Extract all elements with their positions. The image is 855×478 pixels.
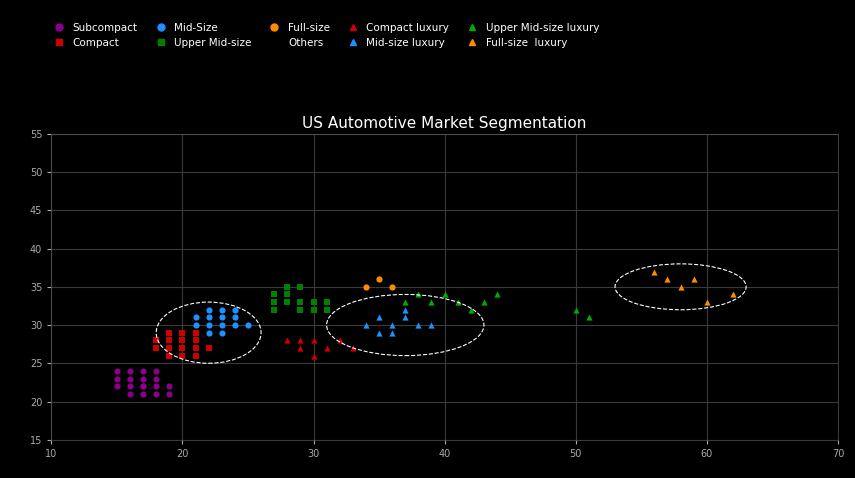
Point [346, 344, 360, 352]
Point [150, 337, 163, 344]
Point [123, 390, 137, 398]
Point [162, 382, 176, 390]
Point [150, 367, 163, 375]
Point [162, 337, 176, 344]
Point [320, 344, 333, 352]
Point [307, 352, 321, 359]
Point [162, 352, 176, 359]
Point [202, 306, 215, 314]
Point [674, 283, 687, 291]
Point [202, 344, 215, 352]
Point [647, 268, 661, 275]
Point [175, 337, 189, 344]
Point [136, 375, 150, 382]
Point [451, 298, 464, 306]
Point [411, 321, 425, 329]
Point [123, 382, 137, 390]
Point [280, 291, 294, 298]
Point [228, 314, 242, 321]
Point [320, 306, 333, 314]
Point [293, 344, 307, 352]
Point [202, 314, 215, 321]
Point [215, 314, 228, 321]
Point [150, 382, 163, 390]
Point [150, 344, 163, 352]
Point [202, 329, 215, 337]
Point [175, 344, 189, 352]
Point [359, 283, 373, 291]
Point [228, 321, 242, 329]
Point [268, 298, 281, 306]
Point [569, 306, 582, 314]
Point [162, 329, 176, 337]
Point [202, 321, 215, 329]
Point [372, 275, 386, 283]
Point [110, 382, 124, 390]
Point [307, 306, 321, 314]
Point [215, 329, 228, 337]
Point [438, 291, 451, 298]
Point [386, 321, 399, 329]
Point [398, 314, 412, 321]
Point [359, 321, 373, 329]
Point [268, 306, 281, 314]
Point [189, 344, 203, 352]
Point [123, 367, 137, 375]
Point [687, 275, 700, 283]
Point [490, 291, 504, 298]
Point [189, 352, 203, 359]
Point [175, 337, 189, 344]
Point [268, 291, 281, 298]
Point [293, 337, 307, 344]
Point [136, 382, 150, 390]
Point [372, 329, 386, 337]
Point [386, 329, 399, 337]
Point [464, 306, 478, 314]
Point [726, 291, 740, 298]
Point [398, 298, 412, 306]
Point [215, 321, 228, 329]
Point [307, 298, 321, 306]
Point [320, 298, 333, 306]
Point [110, 367, 124, 375]
Point [280, 337, 294, 344]
Point [280, 283, 294, 291]
Point [280, 298, 294, 306]
Point [136, 382, 150, 390]
Point [189, 329, 203, 337]
Point [661, 275, 675, 283]
Point [162, 390, 176, 398]
Point [215, 306, 228, 314]
Point [425, 321, 439, 329]
Point [293, 306, 307, 314]
Point [162, 344, 176, 352]
Point [293, 298, 307, 306]
Title: US Automotive Market Segmentation: US Automotive Market Segmentation [303, 116, 587, 131]
Point [582, 314, 596, 321]
Point [411, 291, 425, 298]
Point [150, 390, 163, 398]
Point [477, 298, 491, 306]
Point [386, 283, 399, 291]
Point [189, 314, 203, 321]
Legend: Subcompact, Compact, Mid-Size, Upper Mid-size, Full-size, Others, Compact luxury: Subcompact, Compact, Mid-Size, Upper Mid… [49, 23, 599, 48]
Point [333, 337, 346, 344]
Point [241, 321, 255, 329]
Point [293, 283, 307, 291]
Point [150, 375, 163, 382]
Point [425, 298, 439, 306]
Point [123, 375, 137, 382]
Point [175, 352, 189, 359]
Point [700, 298, 714, 306]
Point [372, 314, 386, 321]
Point [136, 367, 150, 375]
Point [398, 306, 412, 314]
Point [307, 337, 321, 344]
Point [136, 390, 150, 398]
Point [228, 306, 242, 314]
Point [189, 337, 203, 344]
Point [175, 329, 189, 337]
Point [110, 375, 124, 382]
Point [189, 321, 203, 329]
